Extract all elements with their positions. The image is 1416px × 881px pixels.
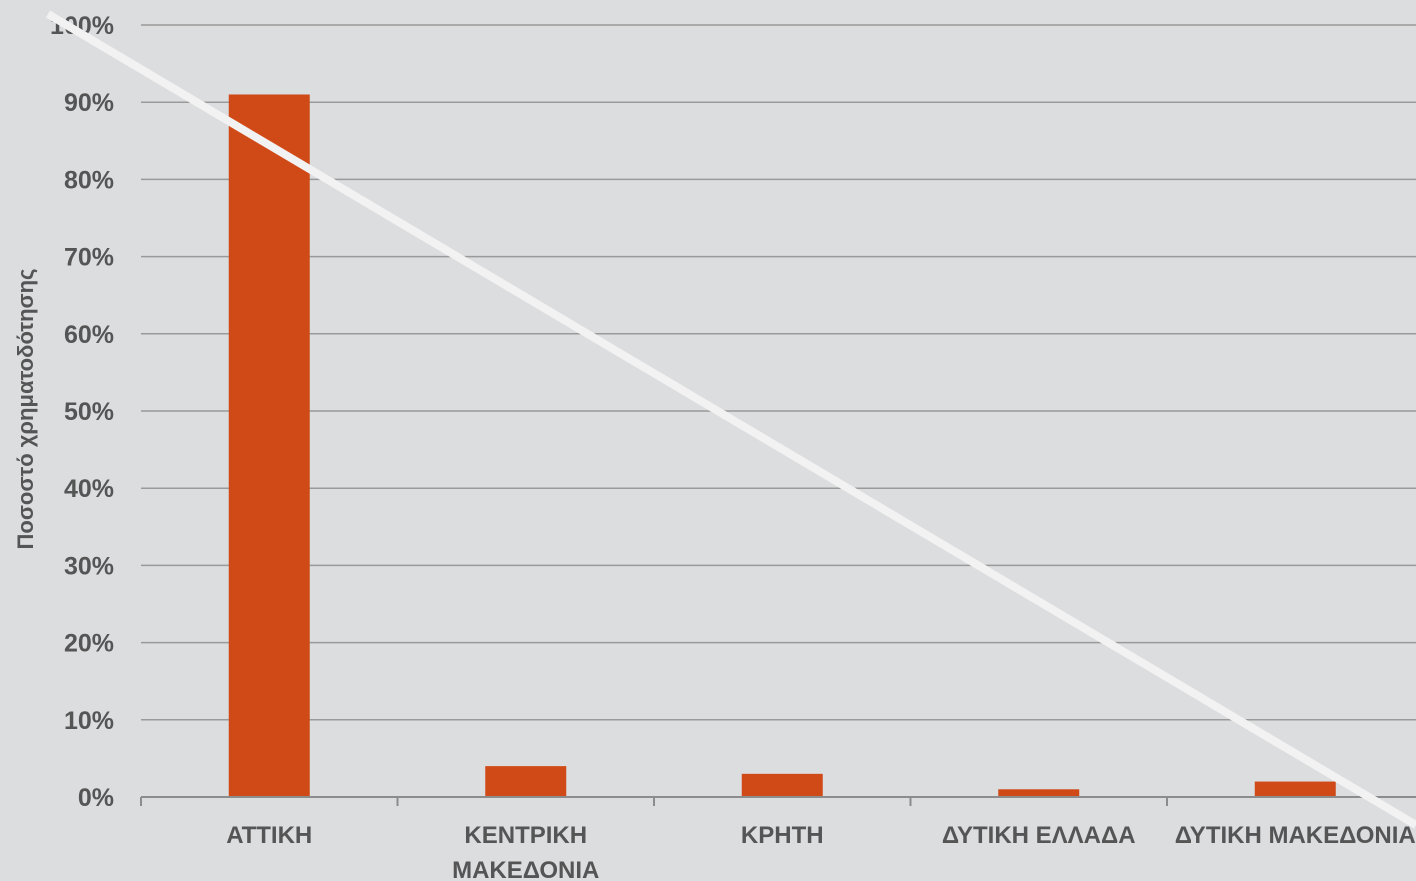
y-tick-label: 40% <box>64 475 114 503</box>
bar <box>998 789 1080 797</box>
bar <box>1254 781 1336 797</box>
bar <box>228 94 310 798</box>
x-axis <box>140 796 1416 806</box>
gridlines <box>141 24 1416 721</box>
y-tick-label: 10% <box>64 707 114 735</box>
y-tick-label: 60% <box>64 321 114 349</box>
category-label: ΜΑΚΕΔΟΝΙΑ <box>452 857 599 881</box>
y-tick-label: 50% <box>64 398 114 426</box>
y-tick-label: 20% <box>64 630 114 658</box>
category-label: ΚΡΗΤΗ <box>741 822 824 849</box>
bar <box>741 773 823 797</box>
category-label: ΑΤΤΙΚΗ <box>226 822 312 849</box>
category-label: ΔΥΤΙΚΗ ΕΛΛΑΔΑ <box>942 822 1136 849</box>
y-tick-label: 30% <box>64 552 114 580</box>
bar <box>485 766 567 797</box>
y-tick-label: 0% <box>78 784 114 812</box>
y-tick-label: 80% <box>64 166 114 194</box>
bars <box>228 94 1336 798</box>
overlay-diagonal-line <box>45 10 1416 829</box>
y-axis-ticks: 0%10%20%30%40%50%60%70%80%90%100% <box>50 12 114 812</box>
y-tick-label: 70% <box>64 244 114 272</box>
y-tick-label: 90% <box>64 89 114 117</box>
category-label: ΚΕΝΤΡΙΚΗ <box>464 822 587 849</box>
y-axis-label: Ποσοστό χρηματοδότησης <box>13 269 38 550</box>
x-axis-categories: ΑΤΤΙΚΗ ΚΕΝΤΡΙΚΗ ΜΑΚΕΔΟΝΙΑ ΚΡΗΤΗ ΔΥΤΙΚΗ ΕΛΛΑΔ… <box>226 822 1416 881</box>
category-label: ΔΥΤΙΚΗ ΜΑΚΕΔΟΝΙΑ <box>1175 822 1416 849</box>
